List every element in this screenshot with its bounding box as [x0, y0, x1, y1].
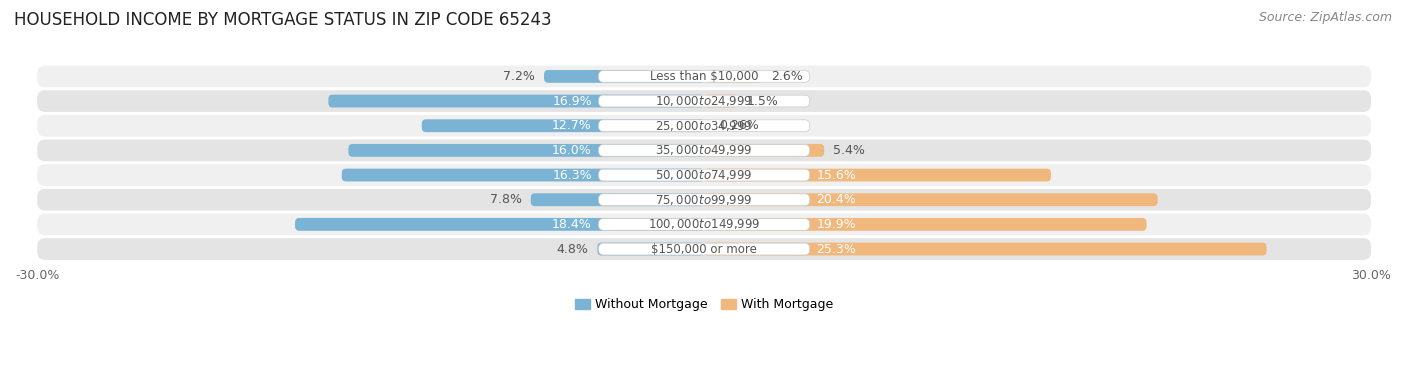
Text: 25.3%: 25.3% [817, 243, 856, 256]
FancyBboxPatch shape [704, 144, 824, 157]
FancyBboxPatch shape [599, 144, 810, 156]
FancyBboxPatch shape [342, 169, 704, 181]
FancyBboxPatch shape [599, 70, 810, 82]
FancyBboxPatch shape [37, 90, 1371, 112]
FancyBboxPatch shape [599, 95, 810, 107]
FancyBboxPatch shape [599, 218, 810, 230]
FancyBboxPatch shape [37, 65, 1371, 87]
Text: Less than $10,000: Less than $10,000 [650, 70, 758, 83]
FancyBboxPatch shape [599, 194, 810, 206]
Text: $75,000 to $99,999: $75,000 to $99,999 [655, 193, 752, 207]
FancyBboxPatch shape [704, 70, 762, 83]
FancyBboxPatch shape [704, 243, 1267, 256]
Text: 12.7%: 12.7% [553, 119, 592, 132]
FancyBboxPatch shape [544, 70, 704, 83]
Text: $150,000 or more: $150,000 or more [651, 243, 756, 256]
Text: 0.26%: 0.26% [718, 119, 759, 132]
FancyBboxPatch shape [37, 238, 1371, 260]
FancyBboxPatch shape [704, 169, 1050, 181]
Text: HOUSEHOLD INCOME BY MORTGAGE STATUS IN ZIP CODE 65243: HOUSEHOLD INCOME BY MORTGAGE STATUS IN Z… [14, 11, 551, 29]
Text: 16.9%: 16.9% [553, 94, 592, 108]
Text: $100,000 to $149,999: $100,000 to $149,999 [648, 217, 761, 231]
FancyBboxPatch shape [349, 144, 704, 157]
Text: $35,000 to $49,999: $35,000 to $49,999 [655, 143, 752, 157]
Text: 16.3%: 16.3% [553, 169, 592, 181]
Text: $25,000 to $34,999: $25,000 to $34,999 [655, 119, 752, 133]
Text: 5.4%: 5.4% [834, 144, 865, 157]
FancyBboxPatch shape [37, 189, 1371, 211]
FancyBboxPatch shape [37, 139, 1371, 161]
FancyBboxPatch shape [599, 120, 810, 132]
Text: $10,000 to $24,999: $10,000 to $24,999 [655, 94, 752, 108]
FancyBboxPatch shape [37, 214, 1371, 235]
FancyBboxPatch shape [704, 119, 710, 132]
Text: 7.8%: 7.8% [489, 193, 522, 206]
Text: $50,000 to $74,999: $50,000 to $74,999 [655, 168, 752, 182]
FancyBboxPatch shape [704, 218, 1146, 231]
FancyBboxPatch shape [598, 243, 704, 256]
FancyBboxPatch shape [704, 94, 738, 107]
Text: 20.4%: 20.4% [817, 193, 856, 206]
FancyBboxPatch shape [599, 169, 810, 181]
Text: 2.6%: 2.6% [770, 70, 803, 83]
Text: 7.2%: 7.2% [503, 70, 536, 83]
Text: 16.0%: 16.0% [553, 144, 592, 157]
Text: 1.5%: 1.5% [747, 94, 779, 108]
FancyBboxPatch shape [704, 193, 1157, 206]
Legend: Without Mortgage, With Mortgage: Without Mortgage, With Mortgage [571, 293, 838, 316]
FancyBboxPatch shape [530, 193, 704, 206]
FancyBboxPatch shape [329, 94, 704, 107]
Text: Source: ZipAtlas.com: Source: ZipAtlas.com [1258, 11, 1392, 24]
Text: 15.6%: 15.6% [817, 169, 856, 181]
FancyBboxPatch shape [422, 119, 704, 132]
FancyBboxPatch shape [37, 115, 1371, 136]
FancyBboxPatch shape [37, 164, 1371, 186]
Text: 18.4%: 18.4% [553, 218, 592, 231]
Text: 4.8%: 4.8% [557, 243, 589, 256]
Text: 19.9%: 19.9% [817, 218, 856, 231]
FancyBboxPatch shape [295, 218, 704, 231]
FancyBboxPatch shape [599, 243, 810, 255]
